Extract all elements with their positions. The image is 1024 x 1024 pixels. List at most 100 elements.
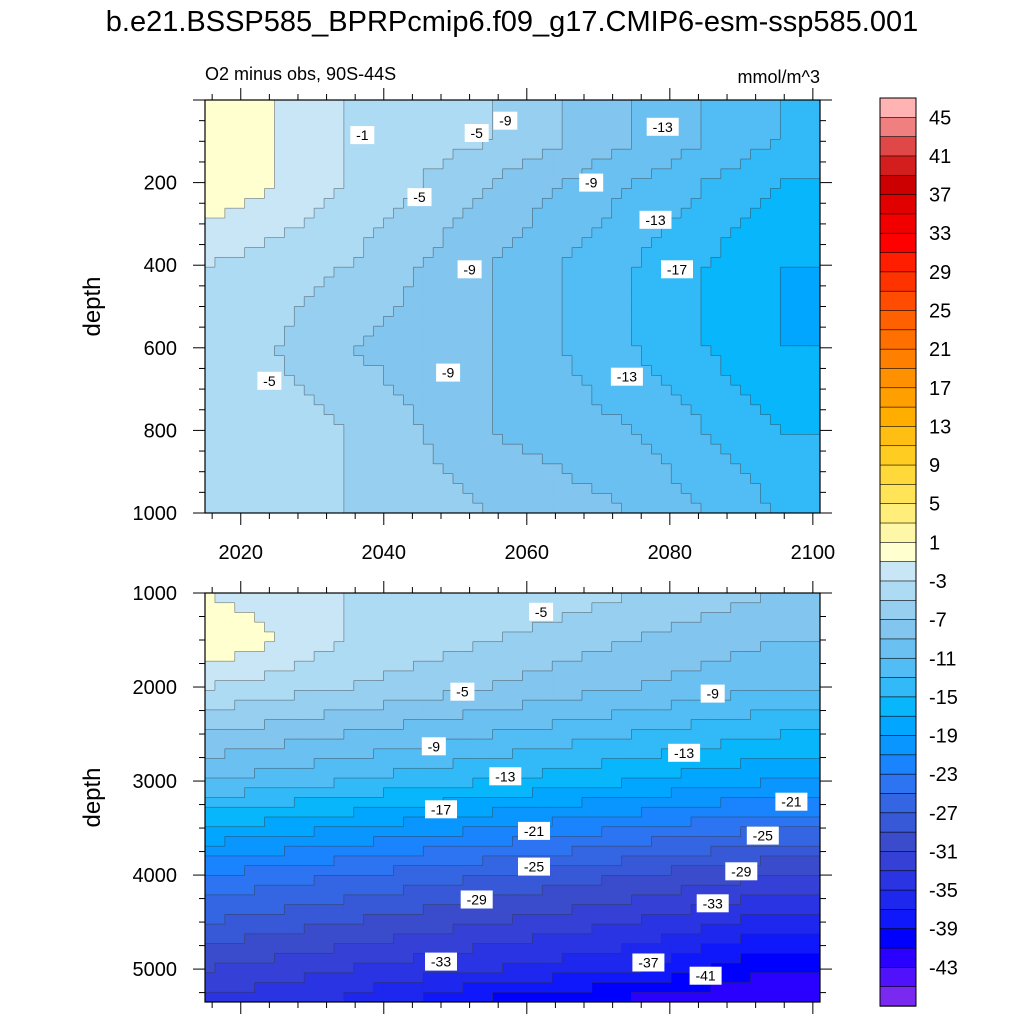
contour-cell [403, 602, 414, 614]
contour-cell [710, 758, 722, 769]
contour-cell [780, 404, 791, 416]
contour-cell [443, 218, 454, 229]
contour-cell [512, 267, 524, 278]
contour-cell [601, 208, 613, 219]
contour-cell [800, 316, 811, 327]
contour-cell [294, 758, 305, 769]
contour-cell [790, 395, 801, 406]
contour-cell [730, 807, 742, 818]
contour-cell [611, 826, 623, 838]
contour-cell [581, 836, 593, 847]
contour-cell [661, 846, 672, 857]
contour-cell [621, 119, 633, 131]
contour-cell [393, 807, 404, 818]
contour-cell [691, 168, 702, 180]
contour-cell [224, 267, 236, 278]
contour-cell [244, 493, 256, 504]
contour-cell [413, 651, 424, 662]
contour-cell [214, 661, 226, 672]
contour-cell [274, 296, 285, 308]
contour-cell [681, 345, 692, 357]
contour-cell [214, 473, 226, 485]
contour-cell [740, 306, 752, 317]
contour-cell [631, 139, 643, 150]
contour-cell [383, 434, 395, 445]
contour-cell [532, 593, 543, 604]
contour-cell [324, 316, 335, 327]
contour-cell [502, 865, 514, 877]
contour-cell [294, 797, 305, 808]
contour-cell [373, 188, 385, 199]
contour-cell [423, 826, 434, 838]
contour-cell [542, 326, 553, 337]
contour-cell [284, 748, 295, 760]
contour-cell [572, 680, 583, 691]
contour-cell [304, 404, 315, 416]
contour-cell [462, 622, 474, 633]
contour-cell [681, 454, 692, 465]
contour-cell [304, 670, 315, 682]
contour-cell [443, 729, 454, 740]
contour-cell [224, 119, 236, 131]
contour-cell [700, 739, 712, 750]
contour-cell [383, 739, 395, 750]
contour-cell [363, 404, 375, 416]
contour-cell [691, 100, 702, 111]
contour-cell [452, 826, 464, 838]
contour-cell [572, 778, 583, 789]
contour-cell [343, 218, 355, 229]
contour-cell [363, 119, 375, 131]
contour-cell [770, 247, 781, 258]
contour-cell [512, 119, 524, 131]
contour-cell [472, 483, 484, 494]
contour-cell [780, 385, 791, 396]
contour-cell [810, 129, 820, 140]
contour-cell [482, 444, 494, 455]
contour-cell [224, 483, 236, 494]
contour-cell [750, 336, 762, 347]
contour-cell [324, 326, 335, 337]
contour-cell [294, 493, 305, 504]
contour-cell [750, 690, 762, 701]
contour-cell [254, 836, 266, 847]
contour-cell [452, 129, 464, 140]
contour-cell [214, 602, 226, 614]
contour-cell [810, 729, 820, 740]
contour-cell [314, 593, 325, 604]
contour-cell [601, 375, 613, 386]
contour-cell [800, 208, 811, 219]
contour-cell [472, 168, 484, 180]
contour-cell [373, 709, 385, 721]
contour-cell [542, 168, 553, 180]
contour-cell [621, 306, 633, 317]
contour-cell [552, 336, 563, 347]
contour-cell [542, 593, 553, 604]
contour-cell [244, 159, 256, 170]
contour-cell [373, 208, 385, 219]
contour-cell [611, 602, 623, 614]
contour-cell [661, 227, 672, 239]
contour-cell [780, 670, 791, 682]
contour-cell [691, 355, 702, 367]
contour-cell [403, 483, 414, 494]
contour-cell [214, 188, 226, 199]
contour-cell [205, 119, 216, 131]
contour-cell [790, 159, 801, 170]
contour-cell [770, 690, 781, 701]
contour-cell [462, 395, 474, 406]
contour-cell [472, 306, 484, 317]
contour-cell [443, 816, 454, 828]
contour-cell [522, 739, 533, 750]
contour-cell [532, 178, 543, 190]
contour-cell [601, 503, 613, 513]
contour-cell [621, 622, 633, 633]
contour-cell [661, 345, 672, 357]
contour-cell [760, 267, 771, 278]
contour-cell [671, 424, 682, 435]
contour-cell [353, 227, 365, 239]
contour-cell [730, 816, 742, 828]
contour-cell [224, 670, 236, 682]
contour-cell [443, 345, 454, 357]
contour-cell [274, 807, 285, 818]
contour-cell [224, 355, 236, 367]
